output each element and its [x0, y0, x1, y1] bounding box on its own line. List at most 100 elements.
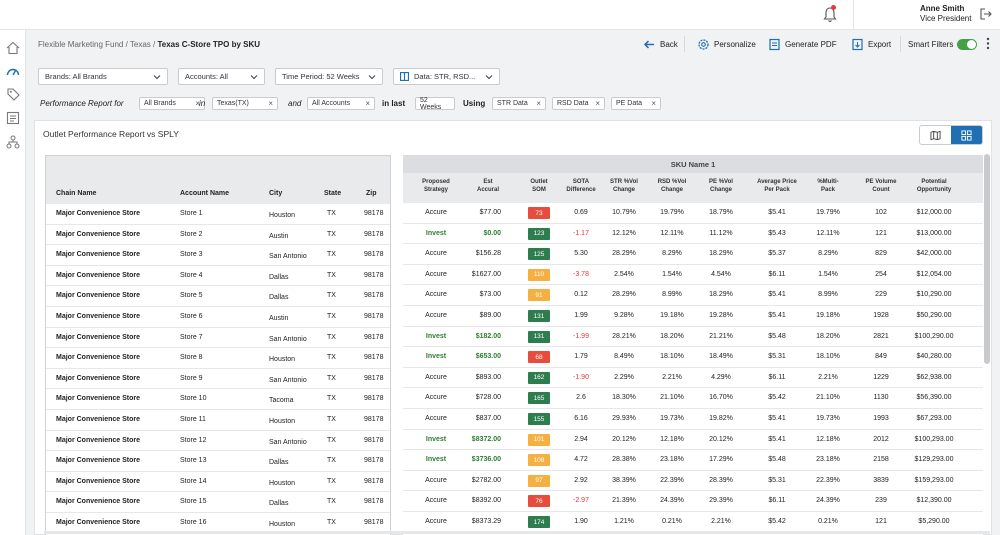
data-dropdown[interactable]: Data: STR, RSD...: [393, 68, 500, 85]
col-header-account[interactable]: Account Name: [180, 190, 230, 197]
city-cell: San Antonio: [269, 335, 307, 343]
strategy-cell: Accure: [425, 497, 447, 505]
personalize-button[interactable]: Personalize: [697, 36, 756, 52]
col-header-metric[interactable]: Proposed Strategy: [406, 179, 466, 194]
close-icon[interactable]: ×: [651, 99, 656, 108]
table-row[interactable]: Major Convenience Store Store 14 Houston TX…: [46, 472, 390, 493]
col-header-chain[interactable]: Chain Name: [56, 190, 97, 197]
table-row[interactable]: Accure $728.00 165 2.6 18.30% 21.10% 16.70% $5.…: [403, 388, 983, 409]
table-row[interactable]: Major Convenience Store Store 6 Austin TX 98…: [46, 307, 390, 328]
city-cell: Houston: [269, 356, 296, 364]
multipack-cell: 23.18%: [816, 456, 840, 464]
logout-icon[interactable]: [979, 7, 993, 21]
chip-rsd[interactable]: RSD Data ×: [552, 97, 605, 110]
close-icon[interactable]: ×: [536, 99, 541, 108]
table-row[interactable]: Major Convenience Store Store 7 San Antoni…: [46, 328, 390, 349]
table-row[interactable]: Accure $8373.29 174 1.90 1.21% 0.21% 2.21% $5.4…: [403, 512, 983, 533]
close-icon[interactable]: ×: [595, 99, 600, 108]
chip-brands[interactable]: All Brands ×: [139, 97, 205, 110]
brands-dropdown[interactable]: Brands: All Brands: [38, 68, 168, 85]
close-icon[interactable]: ×: [195, 99, 200, 108]
col-header-city[interactable]: City: [269, 190, 283, 197]
table-row[interactable]: Invest $653.00 68 1.79 8.49% 18.10% 18.49% $5.3…: [403, 347, 983, 368]
str-change-cell: 8.49%: [614, 353, 634, 361]
table-row[interactable]: Accure $893.00 162 -1.90 2.29% 2.21% 4.29% $6.1…: [403, 368, 983, 389]
breadcrumb-path[interactable]: Flexible Marketing Fund / Texas /: [38, 40, 158, 49]
map-view-button[interactable]: [920, 126, 951, 144]
zip-cell: 98178: [364, 230, 384, 238]
hierarchy-icon[interactable]: [5, 134, 21, 150]
smart-filters-label: Smart Filters: [908, 39, 954, 49]
home-icon[interactable]: [5, 40, 21, 56]
chip-str[interactable]: STR Data ×: [492, 97, 546, 110]
table-row[interactable]: Accure $77.00 73 0.69 10.79% 19.79% 18.79% $5.4…: [403, 203, 983, 224]
col-header-state[interactable]: State: [324, 190, 342, 197]
tag-icon[interactable]: [5, 86, 21, 102]
table-row[interactable]: Invest $8372.00 101 2.94 20.12% 12.18% 20.12% $…: [403, 430, 983, 451]
col-header-metric[interactable]: RSD %Vol Change: [642, 179, 702, 194]
horizontal-scrollbar[interactable]: [44, 531, 990, 534]
close-icon[interactable]: ×: [365, 99, 370, 108]
table-row[interactable]: Major Convenience Store Store 8 Houston TX 9…: [46, 348, 390, 369]
time-period-dropdown[interactable]: Time Period: 52 Weeks: [275, 68, 383, 85]
back-button[interactable]: Back: [643, 36, 678, 52]
table-row[interactable]: Invest $3736.00 108 4.72 28.38% 23.18% 17.29% $…: [403, 450, 983, 471]
table-row[interactable]: Major Convenience Store Store 2 Austin TX 98…: [46, 225, 390, 246]
rsd-change-cell: 0.21%: [662, 518, 682, 525]
accural-cell: $653.00: [475, 353, 501, 361]
smart-filters-toggle[interactable]: [957, 38, 978, 50]
table-row[interactable]: Major Convenience Store Store 1 Houston TX 9…: [46, 204, 390, 225]
col-header-metric[interactable]: Potential Opportunity: [904, 179, 964, 194]
col-header-metric[interactable]: SOTA Difference: [551, 179, 611, 194]
close-icon[interactable]: ×: [268, 99, 273, 108]
pe-volume-cell: 1130: [873, 394, 889, 402]
user-role: Vice President: [920, 14, 972, 23]
table-row[interactable]: Invest $182.00 131 -1.99 28.21% 18.20% 21.21% $…: [403, 327, 983, 348]
table-row[interactable]: Accure $73.00 91 0.12 28.29% 8.99% 18.29% $5.41…: [403, 285, 983, 306]
col-header-metric[interactable]: PE Volume Count: [851, 179, 911, 194]
export-button[interactable]: Export: [851, 36, 891, 52]
table-row[interactable]: Major Convenience Store Store 5 Dallas TX 98…: [46, 286, 390, 307]
reports-icon[interactable]: [5, 110, 21, 126]
map-icon: [930, 130, 941, 140]
chip-accounts[interactable]: All Accounts ×: [307, 97, 375, 110]
table-row[interactable]: Accure $156.28 125 5.30 28.29% 8.29% 18.29% $5.…: [403, 244, 983, 265]
grid-view-button[interactable]: [951, 126, 982, 144]
table-row[interactable]: Major Convenience Store Store 11 Houston TX…: [46, 410, 390, 431]
accounts-dropdown[interactable]: Accounts: All: [178, 68, 265, 85]
more-options-icon[interactable]: [986, 37, 990, 50]
table-row[interactable]: Accure $837.00 155 6.16 29.93% 19.73% 19.82% $5…: [403, 409, 983, 430]
table-row[interactable]: Invest $0.00 123 -1.17 12.12% 12.11% 11.12% $5.…: [403, 224, 983, 245]
col-header-metric[interactable]: Outlet SOM: [509, 179, 569, 194]
chip-pe[interactable]: PE Data ×: [611, 97, 661, 110]
table-row[interactable]: Major Convenience Store Store 15 Dallas TX 9…: [46, 492, 390, 513]
user-info[interactable]: Anne Smith Vice President: [920, 4, 971, 24]
table-row[interactable]: Major Convenience Store Store 9 San Antoni…: [46, 369, 390, 390]
data-dropdown-value: Data: STR, RSD...: [414, 72, 476, 81]
col-header-zip[interactable]: Zip: [366, 190, 377, 197]
table-row[interactable]: Accure $1627.00 110 -3.78 2.54% 1.54% 4.54% $6.…: [403, 265, 983, 286]
avg-price-cell: $5.43: [768, 229, 786, 237]
dashboard-gauge-icon[interactable]: [5, 64, 21, 80]
chip-state[interactable]: Texas(TX) ×: [212, 97, 278, 110]
col-header-metric[interactable]: %Multi- Pack: [798, 179, 858, 194]
table-row[interactable]: Major Convenience Store Store 4 Dallas TX 98…: [46, 266, 390, 287]
table-row[interactable]: Accure $89.00 131 1.99 9.28% 19.18% 19.28% $5.4…: [403, 306, 983, 327]
table-row[interactable]: Major Convenience Store Store 12 San Anton…: [46, 431, 390, 452]
generate-pdf-button[interactable]: Generate PDF: [768, 36, 837, 52]
chip-weeks[interactable]: 52 Weeks: [415, 97, 455, 111]
table-row[interactable]: Major Convenience Store Store 13 Dallas TX 9…: [46, 451, 390, 472]
strategy-cell: Accure: [425, 270, 447, 278]
vertical-scrollbar[interactable]: [984, 154, 990, 364]
table-row[interactable]: Major Convenience Store Store 3 San Antoni…: [46, 245, 390, 266]
table-row[interactable]: Accure $8392.00 76 -2.97 21.39% 24.39% 29.39% $…: [403, 491, 983, 512]
table-row[interactable]: Major Convenience Store Store 10 Tacoma TX 9…: [46, 389, 390, 410]
col-header-metric[interactable]: PE %Vol Change: [691, 179, 751, 194]
sota-diff-cell: 0.69: [574, 209, 588, 216]
state-cell: TX: [327, 374, 336, 382]
col-header-metric[interactable]: STR %Vol Change: [594, 179, 654, 194]
table-row[interactable]: Accure $2782.00 97 2.92 38.39% 22.39% 28.39% $5…: [403, 471, 983, 492]
col-header-metric[interactable]: Average Price Per Pack: [747, 179, 807, 194]
col-header-metric[interactable]: Est Accural: [458, 179, 518, 194]
state-cell: TX: [327, 395, 336, 403]
